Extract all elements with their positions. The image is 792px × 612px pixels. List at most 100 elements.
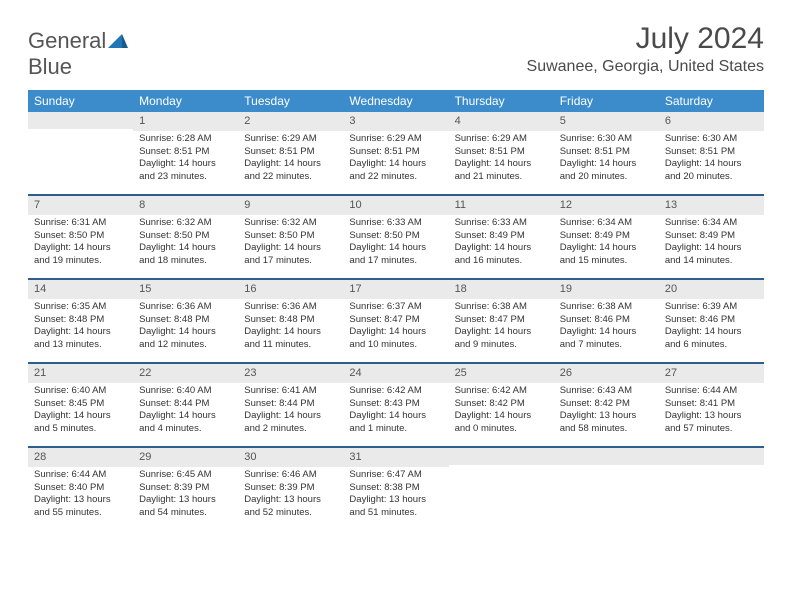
calendar-cell: 16Sunrise: 6:36 AMSunset: 8:48 PMDayligh… xyxy=(238,280,343,362)
cell-body: Sunrise: 6:31 AMSunset: 8:50 PMDaylight:… xyxy=(28,215,133,272)
sunset-text: Sunset: 8:49 PM xyxy=(455,230,548,243)
calendar-page: General Blue July 2024 Suwanee, Georgia,… xyxy=(0,0,792,540)
cell-body: Sunrise: 6:42 AMSunset: 8:42 PMDaylight:… xyxy=(449,383,554,440)
week-row: 14 Sunrise: 6:35 AM Sunset: 8:48 PM Dayligh… xyxy=(28,280,764,364)
sunrise-text: Sunrise: 6:45 AM xyxy=(139,469,232,482)
calendar-cell: 1Sunrise: 6:28 AMSunset: 8:51 PMDaylight… xyxy=(133,112,238,194)
cell-body: Sunrise: 6:30 AMSunset: 8:51 PMDaylight:… xyxy=(554,131,659,188)
day-number xyxy=(659,448,764,465)
day-header: Sunday xyxy=(28,90,133,112)
calendar-cell xyxy=(554,448,659,530)
daylight-text: Daylight: 14 hours and 13 minutes. xyxy=(34,326,127,352)
day-header: Friday xyxy=(554,90,659,112)
day-number xyxy=(554,448,659,465)
sunset-text: Sunset: 8:42 PM xyxy=(455,398,548,411)
sunset-text: Sunset: 8:50 PM xyxy=(34,230,127,243)
calendar-cell: 20Sunrise: 6:39 AMSunset: 8:46 PMDayligh… xyxy=(659,280,764,362)
sunrise-text: Sunrise: 6:40 AM xyxy=(139,385,232,398)
day-number: 28 xyxy=(28,448,133,467)
daylight-text: Daylight: 14 hours and 17 minutes. xyxy=(244,242,337,268)
cell-body: Sunrise: 6:39 AMSunset: 8:46 PMDaylight:… xyxy=(659,299,764,356)
daylight-text: Daylight: 14 hours and 22 minutes. xyxy=(244,158,337,184)
sunset-text: Sunset: 8:45 PM xyxy=(34,398,127,411)
cell-body: Sunrise: 6:38 AMSunset: 8:46 PMDaylight:… xyxy=(554,299,659,356)
daylight-text: Daylight: 14 hours and 4 minutes. xyxy=(139,410,232,436)
cell-body: Sunrise: 6:41 AMSunset: 8:44 PMDaylight:… xyxy=(238,383,343,440)
day-number: 18 xyxy=(449,280,554,299)
daylight-text: Daylight: 14 hours and 1 minute. xyxy=(349,410,442,436)
day-number: 6 xyxy=(659,112,764,131)
cell-body: Sunrise: 6:33 AMSunset: 8:49 PMDaylight:… xyxy=(449,215,554,272)
cell-body: Sunrise: 6:46 AMSunset: 8:39 PMDaylight:… xyxy=(238,467,343,524)
day-number: 9 xyxy=(238,196,343,215)
calendar-cell: 23Sunrise: 6:41 AMSunset: 8:44 PMDayligh… xyxy=(238,364,343,446)
calendar-cell: 3Sunrise: 6:29 AMSunset: 8:51 PMDaylight… xyxy=(343,112,448,194)
week-row: 21Sunrise: 6:40 AMSunset: 8:45 PMDayligh… xyxy=(28,364,764,448)
cell-body: Sunrise: 6:43 AMSunset: 8:42 PMDaylight:… xyxy=(554,383,659,440)
daylight-text: Daylight: 14 hours and 15 minutes. xyxy=(560,242,653,268)
weeks-container: 1Sunrise: 6:28 AMSunset: 8:51 PMDaylight… xyxy=(28,112,764,530)
logo: General Blue xyxy=(28,28,128,80)
sunrise-text: Sunrise: 6:31 AM xyxy=(34,217,127,230)
calendar-cell xyxy=(659,448,764,530)
calendar-cell: 19Sunrise: 6:38 AMSunset: 8:46 PMDayligh… xyxy=(554,280,659,362)
cell-body: Sunrise: 6:45 AMSunset: 8:39 PMDaylight:… xyxy=(133,467,238,524)
daylight-text: Daylight: 14 hours and 10 minutes. xyxy=(349,326,442,352)
sunrise-text: Sunrise: 6:30 AM xyxy=(560,133,653,146)
sunrise-text: Sunrise: 6:37 AM xyxy=(349,301,442,314)
sunrise-text: Sunrise: 6:35 AM xyxy=(34,301,127,314)
daylight-text: Daylight: 14 hours and 22 minutes. xyxy=(349,158,442,184)
sunset-text: Sunset: 8:50 PM xyxy=(244,230,337,243)
sunrise-text: Sunrise: 6:43 AM xyxy=(560,385,653,398)
title-block: July 2024 Suwanee, Georgia, United State… xyxy=(527,22,764,76)
cell-body: Sunrise: 6:47 AMSunset: 8:38 PMDaylight:… xyxy=(343,467,448,524)
day-number: 22 xyxy=(133,364,238,383)
daylight-text: Daylight: 14 hours and 17 minutes. xyxy=(349,242,442,268)
cell-body: Sunrise: 6:36 AMSunset: 8:48 PMDaylight:… xyxy=(133,299,238,356)
header: General Blue July 2024 Suwanee, Georgia,… xyxy=(28,22,764,80)
day-number: 14 xyxy=(28,280,133,299)
cell-body: Sunrise: 6:44 AMSunset: 8:40 PMDaylight:… xyxy=(28,467,133,524)
sunrise-text: Sunrise: 6:29 AM xyxy=(244,133,337,146)
sunrise-text: Sunrise: 6:29 AM xyxy=(349,133,442,146)
sunset-text: Sunset: 8:49 PM xyxy=(665,230,758,243)
day-number: 5 xyxy=(554,112,659,131)
page-subtitle: Suwanee, Georgia, United States xyxy=(527,58,764,76)
day-number: 30 xyxy=(238,448,343,467)
sunset-text: Sunset: 8:49 PM xyxy=(560,230,653,243)
sunset-text: Sunset: 8:47 PM xyxy=(349,314,442,327)
daylight-text: Daylight: 14 hours and 23 minutes. xyxy=(139,158,232,184)
calendar-cell: 5Sunrise: 6:30 AMSunset: 8:51 PMDaylight… xyxy=(554,112,659,194)
sunset-text: Sunset: 8:51 PM xyxy=(244,146,337,159)
sunset-text: Sunset: 8:48 PM xyxy=(244,314,337,327)
sunset-text: Sunset: 8:51 PM xyxy=(139,146,232,159)
sunset-text: Sunset: 8:51 PM xyxy=(560,146,653,159)
cell-body: Sunrise: 6:34 AMSunset: 8:49 PMDaylight:… xyxy=(659,215,764,272)
sunrise-text: Sunrise: 6:38 AM xyxy=(455,301,548,314)
sunset-text: Sunset: 8:41 PM xyxy=(665,398,758,411)
calendar-cell: 31Sunrise: 6:47 AMSunset: 8:38 PMDayligh… xyxy=(343,448,448,530)
cell-body: Sunrise: 6:32 AMSunset: 8:50 PMDaylight:… xyxy=(133,215,238,272)
daylight-text: Daylight: 14 hours and 20 minutes. xyxy=(560,158,653,184)
day-number: 12 xyxy=(554,196,659,215)
week-row: 7Sunrise: 6:31 AMSunset: 8:50 PMDaylight… xyxy=(28,196,764,280)
day-number: 23 xyxy=(238,364,343,383)
calendar-cell: 8Sunrise: 6:32 AMSunset: 8:50 PMDaylight… xyxy=(133,196,238,278)
day-number: 26 xyxy=(554,364,659,383)
calendar-cell: 13Sunrise: 6:34 AMSunset: 8:49 PMDayligh… xyxy=(659,196,764,278)
cell-body: Sunrise: 6:34 AMSunset: 8:49 PMDaylight:… xyxy=(554,215,659,272)
day-number: 2 xyxy=(238,112,343,131)
sunrise-text: Sunrise: 6:39 AM xyxy=(665,301,758,314)
daylight-text: Daylight: 13 hours and 58 minutes. xyxy=(560,410,653,436)
calendar-cell xyxy=(449,448,554,530)
day-number: 29 xyxy=(133,448,238,467)
cell-body: Sunrise: 6:29 AMSunset: 8:51 PMDaylight:… xyxy=(343,131,448,188)
cell-body: Sunrise: 6:40 AMSunset: 8:44 PMDaylight:… xyxy=(133,383,238,440)
sunrise-text: Sunrise: 6:32 AM xyxy=(139,217,232,230)
day-number: 19 xyxy=(554,280,659,299)
calendar-cell: 12Sunrise: 6:34 AMSunset: 8:49 PMDayligh… xyxy=(554,196,659,278)
sunrise-text: Sunrise: 6:42 AM xyxy=(349,385,442,398)
sunset-text: Sunset: 8:50 PM xyxy=(349,230,442,243)
day-header: Tuesday xyxy=(238,90,343,112)
calendar-cell: 25Sunrise: 6:42 AMSunset: 8:42 PMDayligh… xyxy=(449,364,554,446)
